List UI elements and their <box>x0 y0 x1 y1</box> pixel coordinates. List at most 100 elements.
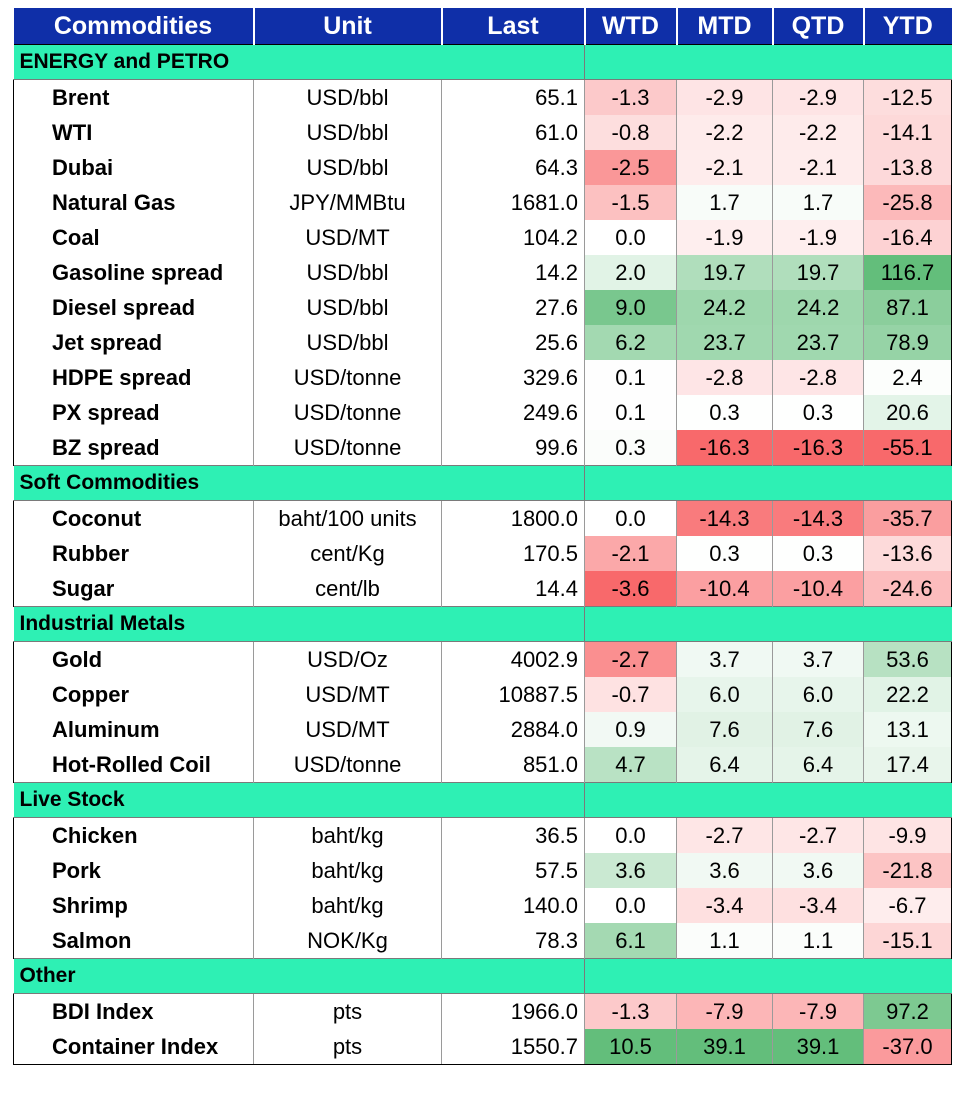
cell-unit: NOK/Kg <box>253 923 442 959</box>
table-row: Coal USD/MT 104.2 0.0 -1.9 -1.9 -16.4 <box>13 220 952 255</box>
cell-qtd: 24.2 <box>772 290 864 325</box>
cell-last: 851.0 <box>441 747 585 783</box>
cell-qtd: 3.6 <box>772 853 864 888</box>
cell-last: 27.6 <box>441 290 585 325</box>
cell-last: 1681.0 <box>441 185 585 220</box>
cell-wtd: -0.8 <box>584 115 677 150</box>
cell-mtd: 0.3 <box>676 536 773 571</box>
cell-unit: USD/bbl <box>253 79 442 115</box>
cell-qtd: 6.4 <box>772 747 864 783</box>
table-row: Diesel spread USD/bbl 27.6 9.0 24.2 24.2 87.1 <box>13 290 952 325</box>
cell-mtd: -16.3 <box>676 430 773 466</box>
cell-ytd: -25.8 <box>863 185 952 220</box>
cell-wtd: -1.5 <box>584 185 677 220</box>
section-filler <box>441 782 585 818</box>
cell-ytd: 53.6 <box>863 641 952 677</box>
cell-ytd: -13.8 <box>863 150 952 185</box>
cell-unit: USD/MT <box>253 677 442 712</box>
cell-last: 140.0 <box>441 888 585 923</box>
section-filler <box>584 782 952 818</box>
cell-name: Aluminum <box>13 712 254 747</box>
cell-qtd: -2.9 <box>772 79 864 115</box>
cell-ytd: 17.4 <box>863 747 952 783</box>
cell-wtd: 2.0 <box>584 255 677 290</box>
cell-name: Shrimp <box>13 888 254 923</box>
cell-mtd: -7.9 <box>676 993 773 1029</box>
cell-mtd: -14.3 <box>676 500 773 536</box>
cell-mtd: 1.7 <box>676 185 773 220</box>
table-row: Container Index pts 1550.7 10.5 39.1 39.1 -37.… <box>13 1029 952 1065</box>
header-last: Last <box>440 8 585 45</box>
cell-mtd: 24.2 <box>676 290 773 325</box>
cell-unit: USD/bbl <box>253 325 442 360</box>
cell-qtd: -3.4 <box>772 888 864 923</box>
cell-last: 1966.0 <box>441 993 585 1029</box>
cell-name: Natural Gas <box>13 185 254 220</box>
cell-last: 65.1 <box>441 79 585 115</box>
cell-unit: USD/bbl <box>253 290 442 325</box>
cell-qtd: 1.1 <box>772 923 864 959</box>
cell-wtd: 6.1 <box>584 923 677 959</box>
cell-name: Coal <box>13 220 254 255</box>
cell-ytd: 97.2 <box>863 993 952 1029</box>
cell-qtd: -1.9 <box>772 220 864 255</box>
cell-unit: USD/bbl <box>253 115 442 150</box>
cell-unit: baht/100 units <box>253 500 442 536</box>
cell-unit: pts <box>253 1029 442 1065</box>
cell-qtd: -2.8 <box>772 360 864 395</box>
cell-last: 4002.9 <box>441 641 585 677</box>
section-title: Other <box>13 958 442 994</box>
section-filler <box>584 465 952 501</box>
cell-qtd: 7.6 <box>772 712 864 747</box>
cell-wtd: 4.7 <box>584 747 677 783</box>
cell-wtd: 0.9 <box>584 712 677 747</box>
cell-ytd: -24.6 <box>863 571 952 607</box>
table-row: Rubber cent/Kg 170.5 -2.1 0.3 0.3 -13.6 <box>13 536 952 571</box>
cell-name: Chicken <box>13 817 254 853</box>
cell-ytd: -35.7 <box>863 500 952 536</box>
cell-name: Brent <box>13 79 254 115</box>
table-row: Copper USD/MT 10887.5 -0.7 6.0 6.0 22.2 <box>13 677 952 712</box>
cell-last: 99.6 <box>441 430 585 466</box>
table-row: BZ spread USD/tonne 99.6 0.3 -16.3 -16.3 -55.1 <box>13 430 952 466</box>
cell-unit: USD/Oz <box>253 641 442 677</box>
cell-mtd: 39.1 <box>676 1029 773 1065</box>
section-filler <box>584 958 952 994</box>
cell-mtd: 0.3 <box>676 395 773 430</box>
table-row: Natural Gas JPY/MMBtu 1681.0 -1.5 1.7 1.7 -25.… <box>13 185 952 220</box>
section-title: Soft Commodities <box>13 465 442 501</box>
table-row: Dubai USD/bbl 64.3 -2.5 -2.1 -2.1 -13.8 <box>13 150 952 185</box>
cell-ytd: -6.7 <box>863 888 952 923</box>
header-commodities: Commodities <box>13 8 254 45</box>
section-header-row: Industrial Metals <box>13 606 952 642</box>
cell-last: 25.6 <box>441 325 585 360</box>
cell-qtd: -16.3 <box>772 430 864 466</box>
cell-ytd: 20.6 <box>863 395 952 430</box>
cell-name: Diesel spread <box>13 290 254 325</box>
cell-wtd: 0.3 <box>584 430 677 466</box>
cell-qtd: 19.7 <box>772 255 864 290</box>
cell-unit: USD/tonne <box>253 395 442 430</box>
cell-name: Gasoline spread <box>13 255 254 290</box>
cell-last: 57.5 <box>441 853 585 888</box>
cell-wtd: 10.5 <box>584 1029 677 1065</box>
table-row: Gasoline spread USD/bbl 14.2 2.0 19.7 19.7 116… <box>13 255 952 290</box>
table-row: Jet spread USD/bbl 25.6 6.2 23.7 23.7 78.9 <box>13 325 952 360</box>
cell-wtd: -2.7 <box>584 641 677 677</box>
cell-wtd: -1.3 <box>584 993 677 1029</box>
table-row: PX spread USD/tonne 249.6 0.1 0.3 0.3 20.6 <box>13 395 952 430</box>
cell-last: 64.3 <box>441 150 585 185</box>
cell-unit: USD/MT <box>253 712 442 747</box>
cell-wtd: -0.7 <box>584 677 677 712</box>
cell-ytd: 78.9 <box>863 325 952 360</box>
cell-last: 1550.7 <box>441 1029 585 1065</box>
table-row: Aluminum USD/MT 2884.0 0.9 7.6 7.6 13.1 <box>13 712 952 747</box>
cell-qtd: -7.9 <box>772 993 864 1029</box>
cell-name: Dubai <box>13 150 254 185</box>
cell-ytd: -16.4 <box>863 220 952 255</box>
cell-last: 329.6 <box>441 360 585 395</box>
cell-wtd: 0.0 <box>584 220 677 255</box>
cell-ytd: 116.7 <box>863 255 952 290</box>
cell-wtd: 0.0 <box>584 817 677 853</box>
cell-mtd: -2.7 <box>676 817 773 853</box>
